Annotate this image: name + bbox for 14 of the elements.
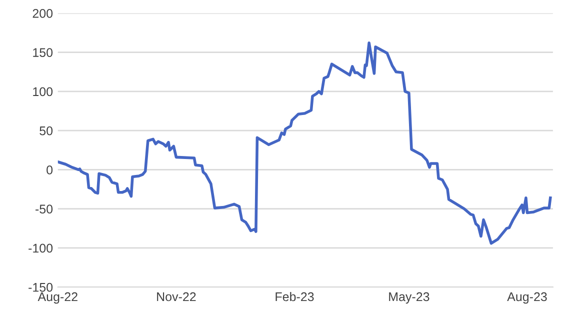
line-series	[58, 42, 552, 245]
y-tick-label: 50	[40, 126, 53, 136]
y-tick-label: -100	[28, 244, 53, 253]
y-tick-label: -50	[36, 204, 53, 214]
y-tick-label: 200	[32, 9, 53, 18]
y-tick-label: 100	[33, 87, 53, 96]
y-tick-label: 150	[33, 48, 53, 57]
x-tick-label: Feb-23	[276, 292, 314, 302]
x-tick-label: Aug-22	[38, 292, 78, 304]
y-tick-label: 0	[46, 166, 53, 174]
x-tick-label: May-23	[389, 292, 430, 304]
x-tick-label: Aug-23	[507, 292, 547, 304]
y-tick-label: -150	[28, 282, 53, 292]
x-tick-label: Nov-22	[157, 292, 196, 302]
